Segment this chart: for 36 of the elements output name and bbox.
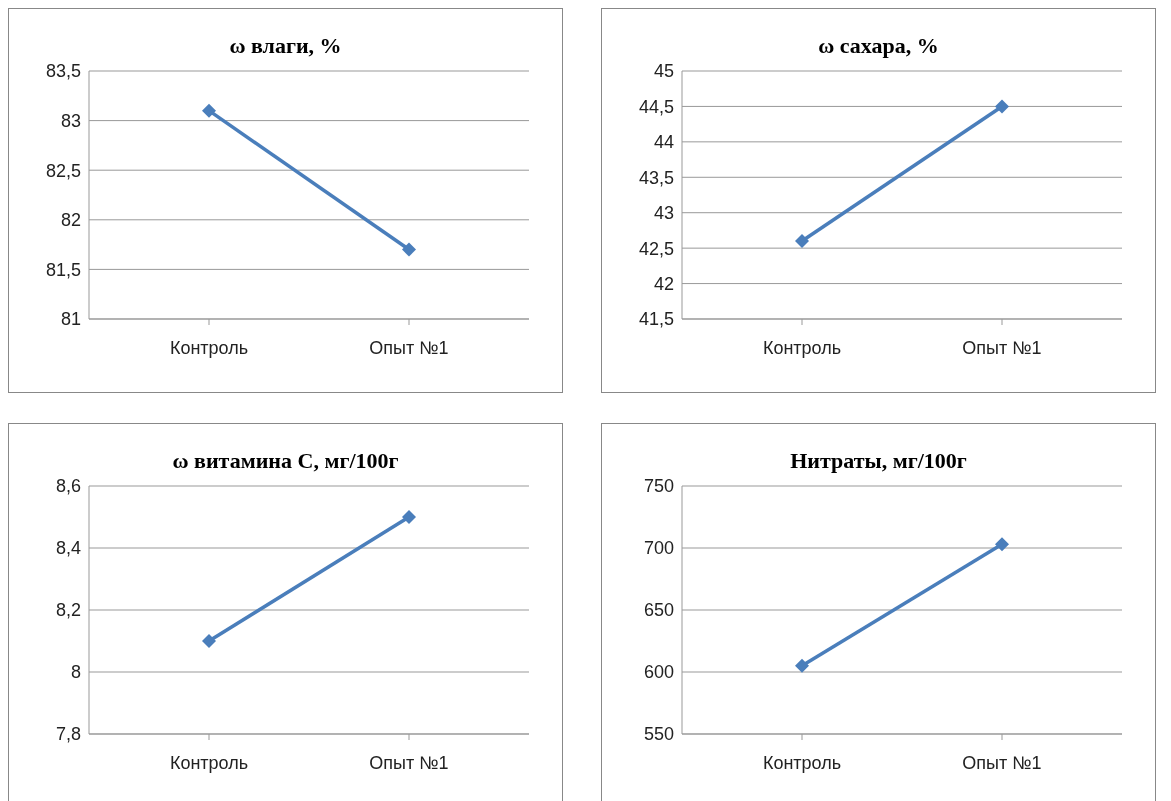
y-tick-label: 82: [60, 210, 81, 231]
y-tick-label: 82,5: [45, 160, 81, 181]
x-tick-label: Контроль: [762, 752, 842, 773]
y-tick-label: 7,8: [55, 724, 81, 745]
y-tick-label: 41,5: [638, 309, 674, 330]
y-tick-label: 550: [643, 724, 674, 745]
y-tick-label: 600: [643, 662, 674, 683]
y-tick-label: 8: [70, 662, 81, 683]
chart-title: Нитраты, мг/100г: [789, 448, 968, 474]
y-tick-label: 44: [653, 132, 674, 153]
y-tick-label: 750: [643, 476, 674, 497]
chart-title: ω витамина С, мг/100г: [171, 448, 400, 474]
x-tick-label: Опыт №1: [369, 337, 449, 358]
y-tick-label: 43,5: [638, 167, 674, 188]
y-tick-label: 650: [643, 600, 674, 621]
y-tick-label: 44,5: [638, 96, 674, 117]
y-tick-label: 83,5: [45, 61, 81, 82]
y-tick-label: 700: [643, 538, 674, 559]
y-tick-label: 42,5: [638, 238, 674, 259]
y-tick-label: 43: [653, 203, 674, 224]
y-tick-label: 8,2: [55, 600, 81, 621]
chart-title: ω сахара, %: [817, 33, 940, 59]
x-tick-label: Опыт №1: [962, 337, 1042, 358]
y-tick-label: 42: [653, 273, 674, 294]
y-tick-label: 45: [653, 61, 674, 82]
chart-title: ω влаги, %: [228, 33, 343, 59]
y-tick-label: 83: [60, 110, 81, 131]
x-tick-label: Опыт №1: [369, 752, 449, 773]
y-tick-label: 8,4: [55, 538, 81, 559]
x-tick-label: Опыт №1: [962, 752, 1042, 773]
y-tick-label: 81: [60, 309, 81, 330]
y-tick-label: 8,6: [55, 476, 81, 497]
y-tick-label: 81,5: [45, 259, 81, 280]
x-tick-label: Контроль: [169, 337, 249, 358]
x-tick-label: Контроль: [169, 752, 249, 773]
x-tick-label: Контроль: [762, 337, 842, 358]
